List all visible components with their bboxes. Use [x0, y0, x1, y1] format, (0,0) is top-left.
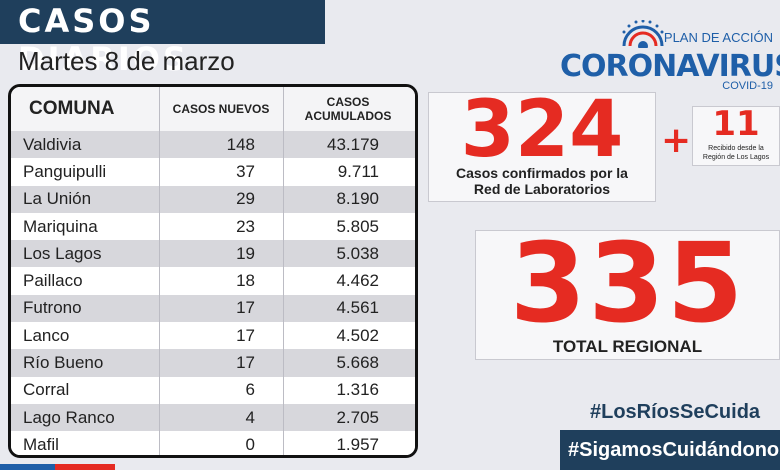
cell-acumulados: 5.668 — [336, 353, 379, 373]
column-divider — [283, 87, 284, 455]
hashtag-sigamos: #SigamosCuidándonos — [568, 438, 780, 461]
confirmed-cases-card: 324 Casos confirmados por la Red de Labo… — [428, 85, 656, 202]
cell-acumulados: 1.957 — [336, 434, 379, 454]
cell-comuna: Los Lagos — [23, 243, 102, 263]
plus-sign: + — [661, 120, 692, 161]
cases-table: COMUNA CASOS NUEVOS CASOS ACUMULADOS Val… — [8, 84, 418, 458]
cell-comuna: Valdivia — [23, 134, 82, 154]
confirmed-caption-line1: Casos confirmados por la — [456, 165, 628, 181]
table-row: Corral 6 1.316 — [11, 376, 415, 404]
cell-acumulados: 2.705 — [336, 407, 379, 427]
cell-comuna: Panguipulli — [23, 161, 107, 181]
title-banner: CASOS DIARIOS — [0, 0, 325, 78]
cell-nuevos: 6 — [245, 380, 255, 400]
stripe-blue — [0, 464, 55, 470]
cell-acumulados: 4.502 — [336, 325, 379, 345]
hashtag-banner: #SigamosCuidándonos — [560, 430, 780, 470]
cell-acumulados: 43.179 — [327, 134, 379, 154]
table-body: Valdivia 148 43.179 Panguipulli 37 9.711 La … — [11, 131, 415, 455]
table-row: Los Lagos 19 5.038 — [11, 240, 415, 268]
table-row: Paillaco 18 4.462 — [11, 267, 415, 295]
table-row: Río Bueno 17 5.668 — [11, 349, 415, 377]
table-row: Valdivia 148 43.179 — [11, 131, 415, 159]
other-region-caption: Recibido desde la Región de Los Lagos — [693, 144, 779, 162]
cell-comuna: Río Bueno — [23, 353, 104, 373]
stripe-red — [55, 464, 115, 470]
logo-plan-text: PLAN DE ACCIÓN — [663, 30, 773, 45]
sun-emblem-icon — [622, 20, 664, 48]
table-row: La Unión 29 8.190 — [11, 185, 415, 213]
cell-nuevos: 23 — [236, 216, 255, 236]
column-divider — [159, 87, 160, 455]
cell-comuna: Corral — [23, 380, 70, 400]
header-casos-acumulados: CASOS ACUMULADOS — [304, 95, 392, 123]
table-row: Lanco 17 4.502 — [11, 322, 415, 350]
cell-nuevos: 29 — [236, 189, 255, 209]
cell-nuevos: 148 — [226, 134, 255, 154]
coronavirus-plan-logo: PLAN DE ACCIÓN CORONAVIRUS COVID-19 — [560, 20, 780, 95]
logo-coronavirus-text: CORONAVIRUS — [560, 49, 780, 84]
cell-acumulados: 5.805 — [336, 216, 379, 236]
total-regional-value: 335 — [509, 219, 746, 347]
cell-comuna: Mafil — [23, 434, 59, 454]
cell-acumulados: 9.711 — [337, 161, 379, 181]
other-region-caption-line1: Recibido desde la — [708, 145, 764, 152]
table-header: COMUNA CASOS NUEVOS CASOS ACUMULADOS — [11, 87, 415, 131]
other-region-card: 11 Recibido desde la Región de Los Lagos — [692, 104, 780, 166]
cell-acumulados: 5.038 — [336, 243, 379, 263]
total-regional-card: 335 TOTAL REGIONAL — [475, 219, 780, 360]
cell-nuevos: 37 — [236, 161, 255, 181]
table-row: Panguipulli 37 9.711 — [11, 158, 415, 186]
hashtag-los-rios: #LosRíosSeCuida — [590, 401, 761, 423]
page-title: CASOS DIARIOS — [18, 2, 190, 78]
other-region-caption-line2: Región de Los Lagos — [702, 154, 770, 161]
date-subtitle: Martes 8 de marzo — [18, 46, 235, 76]
cell-nuevos: 17 — [236, 353, 255, 373]
cell-nuevos: 17 — [236, 325, 255, 345]
cell-comuna: Lanco — [23, 325, 70, 345]
confirmed-cases-caption: Casos confirmados por la Red de Laborato… — [429, 165, 655, 197]
logo-covid-text: COVID-19 — [722, 80, 773, 92]
cell-acumulados: 1.316 — [336, 380, 379, 400]
confirmed-cases-value: 324 — [460, 85, 624, 175]
cell-nuevos: 17 — [236, 298, 255, 318]
cell-comuna: Lago Ranco — [23, 407, 115, 427]
confirmed-caption-line2: Red de Laboratorios — [473, 181, 611, 197]
total-regional-label: TOTAL REGIONAL — [552, 337, 703, 356]
table-row: Lago Ranco 4 2.705 — [11, 403, 415, 432]
other-region-value: 11 — [712, 104, 760, 144]
header-casos-nuevos: CASOS NUEVOS — [172, 102, 270, 116]
cell-acumulados: 4.561 — [336, 298, 379, 318]
cell-acumulados: 4.462 — [336, 271, 379, 291]
cell-nuevos: 0 — [245, 434, 255, 454]
flag-stripe — [0, 464, 115, 470]
table-row: Futrono 17 4.561 — [11, 294, 415, 323]
cell-nuevos: 18 — [236, 271, 255, 291]
table-row: Mariquina 23 5.805 — [11, 212, 415, 241]
cell-comuna: La Unión — [23, 189, 92, 209]
cell-nuevos: 19 — [236, 243, 255, 263]
cell-comuna: Paillaco — [23, 271, 83, 291]
cell-acumulados: 8.190 — [336, 189, 379, 209]
cell-comuna: Mariquina — [23, 216, 98, 236]
header-comuna: COMUNA — [29, 98, 115, 119]
table-row: Mafil 0 1.957 — [11, 431, 415, 455]
cell-nuevos: 4 — [245, 407, 255, 427]
cell-comuna: Futrono — [23, 298, 82, 318]
